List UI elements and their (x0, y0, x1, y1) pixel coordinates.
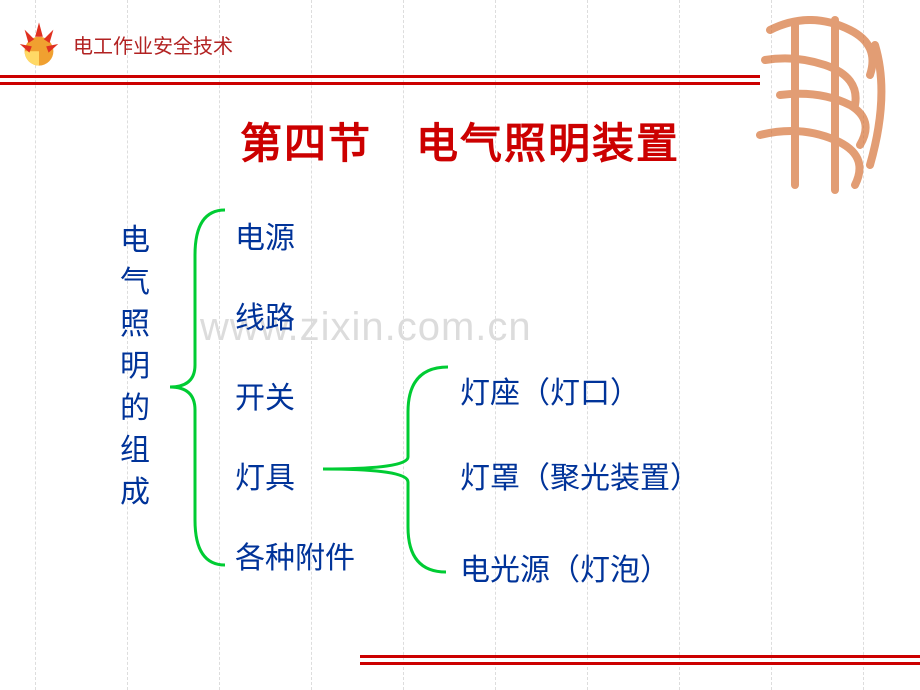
root-char-1: 电 (120, 220, 150, 262)
calligraphy-ornament (740, 5, 910, 205)
header-title: 电工作业安全技术 (73, 30, 233, 59)
top-divider (0, 75, 760, 85)
root-char-2: 气 (120, 262, 150, 304)
root-char-4: 明 (120, 346, 150, 388)
col2-item-3: 灯具 (235, 453, 295, 497)
col3-item-0: 灯座（灯口） (460, 368, 640, 412)
brace-1 (165, 205, 230, 570)
col2-item-0: 电源 (235, 213, 295, 257)
col3-item-2: 电光源（灯泡） (460, 545, 670, 589)
cnpc-logo-icon (15, 20, 63, 68)
col2-item-4: 各种附件 (235, 533, 355, 577)
col2-item-1: 线路 (235, 293, 295, 337)
slide-title: 第四节 电气照明装置 (0, 110, 920, 171)
page-header: 电工作业安全技术 (15, 20, 233, 68)
bottom-divider (360, 655, 920, 665)
col2-item-2: 开关 (235, 373, 295, 417)
diagram-root-label: 电 气 照 明 的 组 成 (120, 220, 150, 514)
root-char-7: 成 (120, 472, 150, 514)
root-char-6: 组 (120, 430, 150, 472)
root-char-5: 的 (120, 388, 150, 430)
root-char-3: 照 (120, 304, 150, 346)
col3-item-1: 灯罩（聚光装置） (460, 453, 700, 497)
